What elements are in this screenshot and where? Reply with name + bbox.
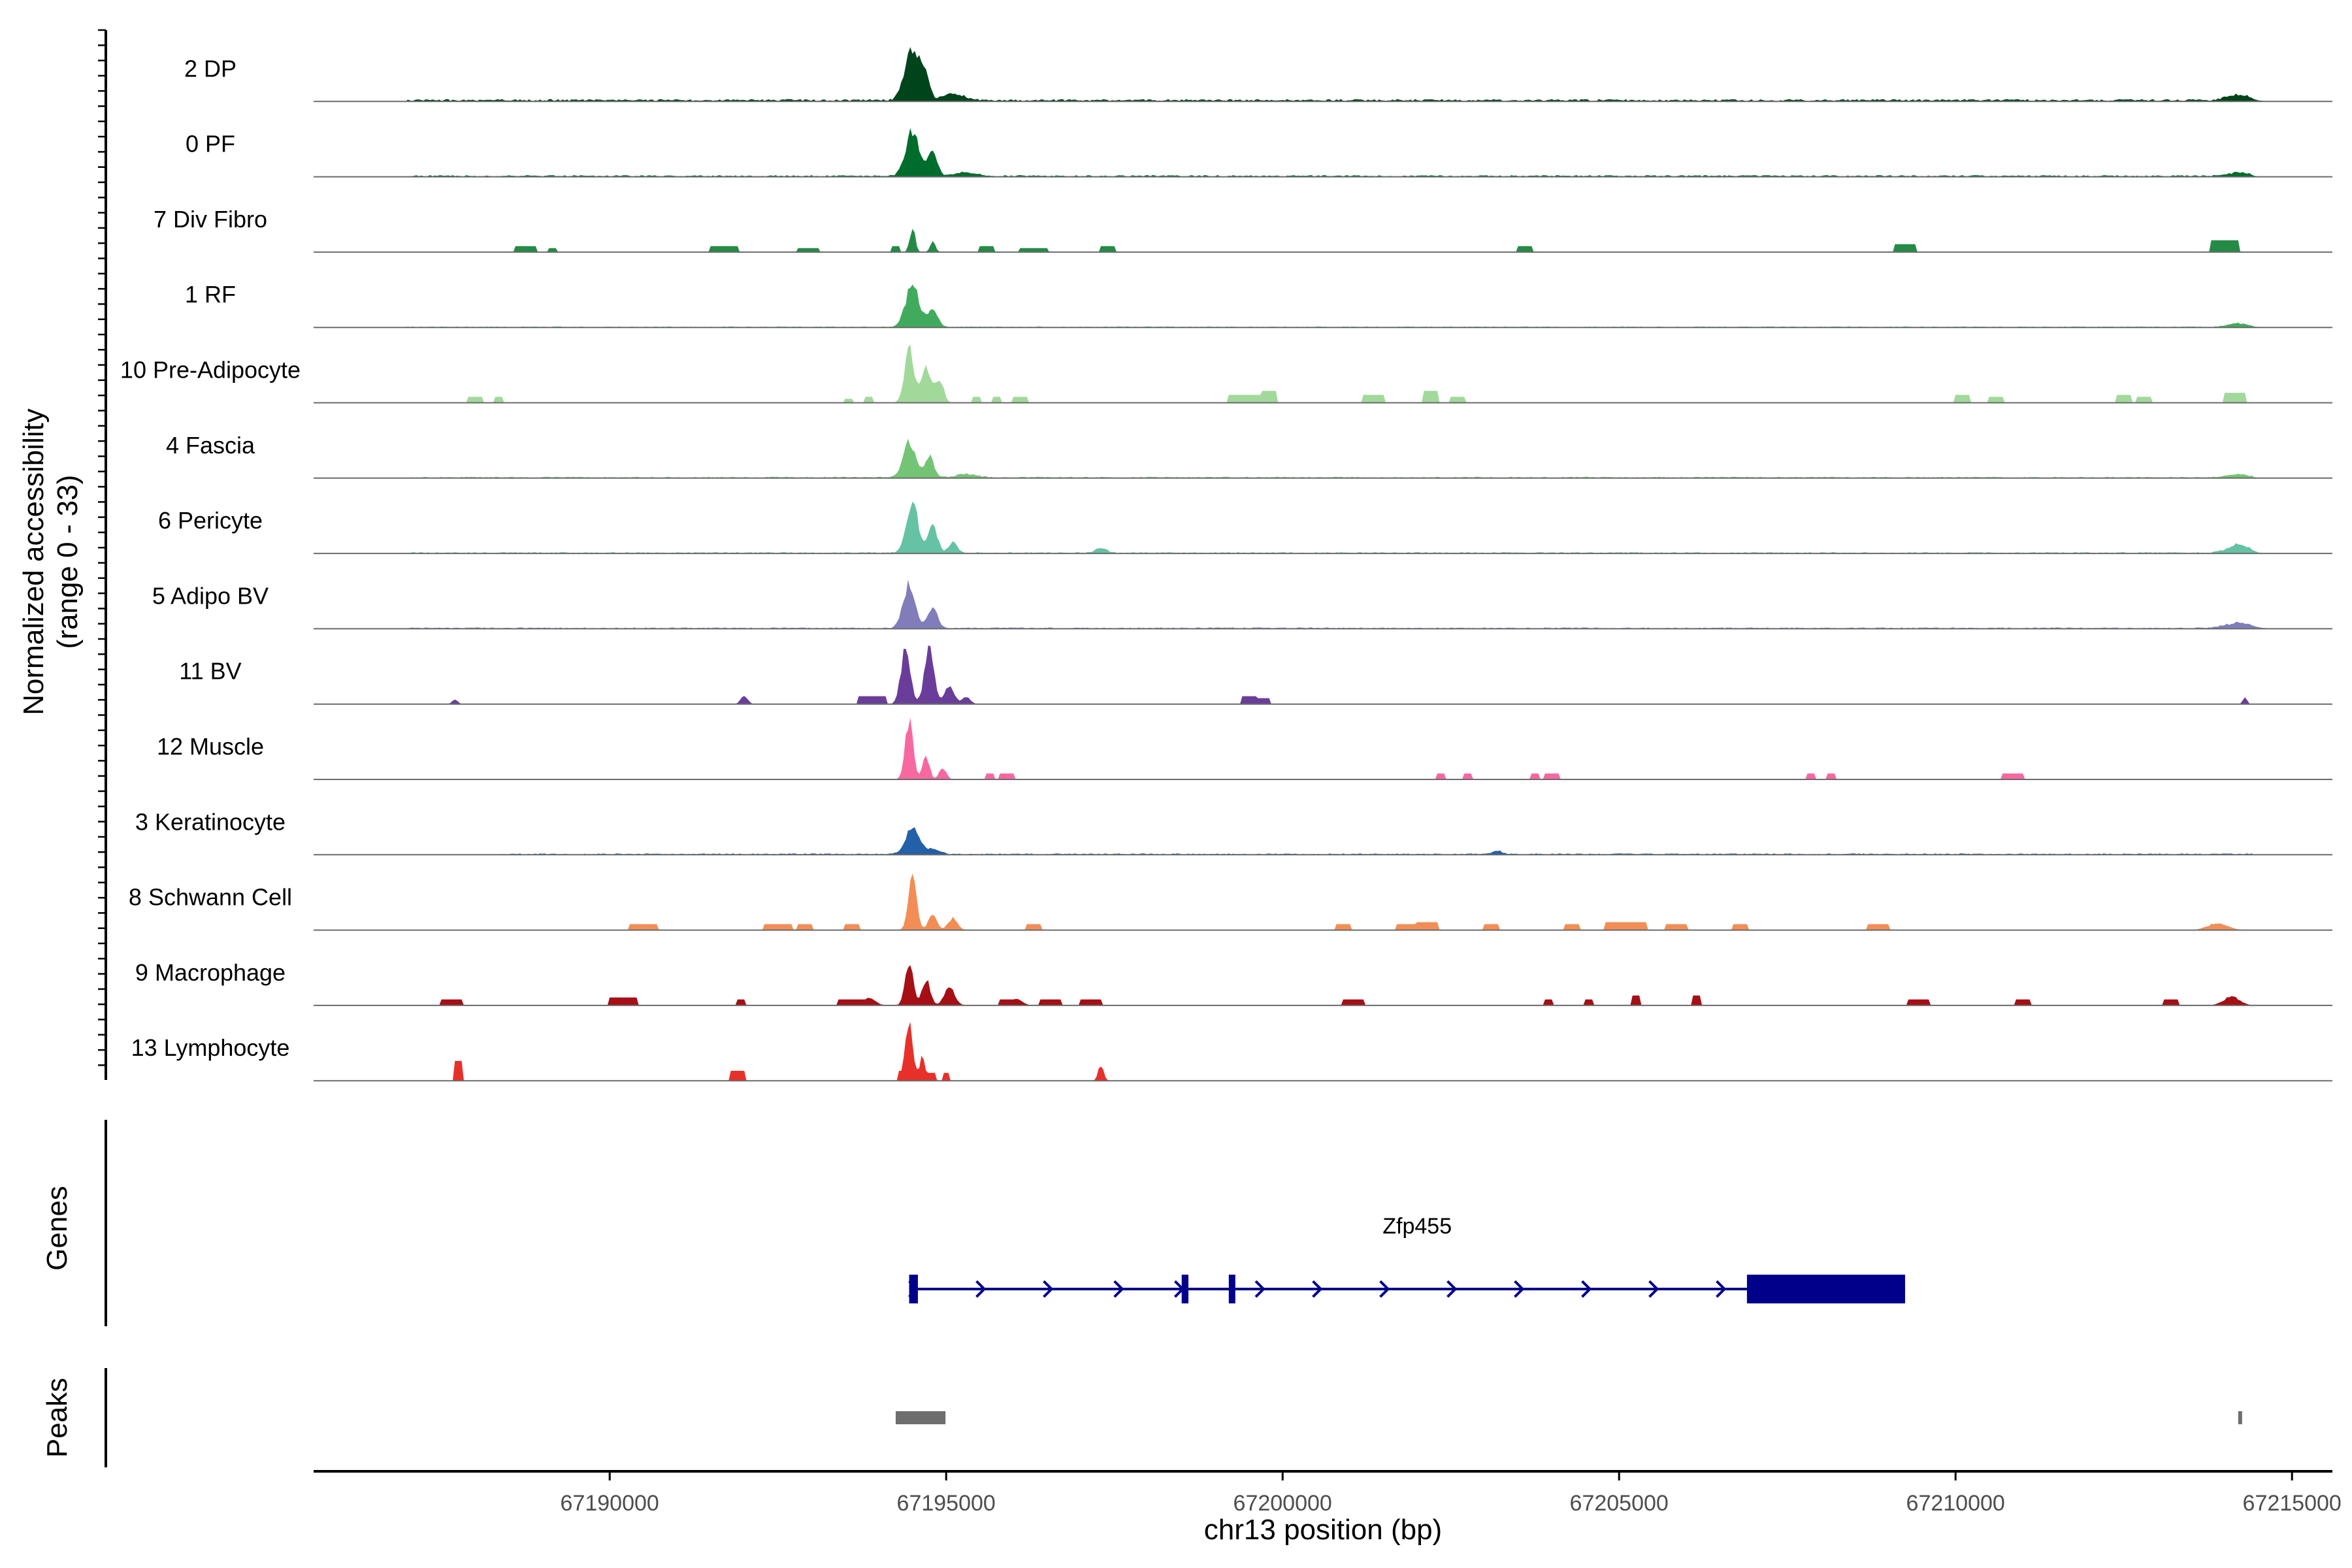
track-label: 8 Schwann Cell xyxy=(129,884,292,911)
strand-arrow xyxy=(1254,1280,1266,1298)
genes-track-label: Genes xyxy=(41,1186,73,1271)
strand-arrow xyxy=(1043,1280,1054,1298)
track-12-muscle: 12 Muscle xyxy=(157,717,2332,780)
gene-exon xyxy=(1746,1275,1905,1303)
track-label: 3 Keratinocyte xyxy=(135,808,286,835)
y-axis-label: Normalized accessibility xyxy=(18,408,50,715)
track-label: 7 Div Fibro xyxy=(154,206,267,233)
x-tick-label: 67195000 xyxy=(897,1491,996,1516)
coverage-area xyxy=(314,344,2332,403)
track-8-schwann-cell: 8 Schwann Cell xyxy=(129,874,2332,931)
track-13-lymphocyte: 13 Lymphocyte xyxy=(131,1022,2332,1082)
coverage-area xyxy=(314,717,2332,779)
track-6-pericyte: 6 Pericyte xyxy=(158,501,2332,555)
track-11-bv: 11 BV xyxy=(179,645,2332,705)
strand-arrow xyxy=(1514,1280,1525,1298)
y-axis xyxy=(98,29,107,1080)
x-tick-label: 67205000 xyxy=(1570,1491,1669,1516)
track-0-pf: 0 PF xyxy=(186,127,2332,178)
track-3-keratinocyte: 3 Keratinocyte xyxy=(135,808,2332,856)
track-9-macrophage: 9 Macrophage xyxy=(135,959,2332,1006)
genes-track: Zfp455 xyxy=(908,1214,1905,1303)
strand-arrow xyxy=(1446,1280,1458,1298)
strand-arrow xyxy=(975,1280,987,1298)
peak-region xyxy=(895,1411,946,1424)
track-label: 6 Pericyte xyxy=(158,507,263,534)
coverage-area xyxy=(314,580,2332,629)
coverage-tracks: 2 DP 0 PF 7 Div Fibro 1 RF 10 Pre-Adipocyte 4… xyxy=(120,47,2332,1082)
coverage-area xyxy=(314,645,2332,704)
peak-region xyxy=(2238,1411,2242,1424)
coverage-area xyxy=(314,47,2332,102)
track-2-dp: 2 DP xyxy=(184,47,2332,103)
track-label: 1 RF xyxy=(185,281,236,308)
track-label: 13 Lymphocyte xyxy=(131,1034,290,1061)
track-5-adipo-bv: 5 Adipo BV xyxy=(152,580,2332,630)
coverage-area xyxy=(314,127,2332,177)
strand-arrow xyxy=(1113,1280,1124,1298)
track-10-pre-adipocyte: 10 Pre-Adipocyte xyxy=(120,344,2332,404)
strand-arrow xyxy=(1581,1280,1592,1298)
track-label: 0 PF xyxy=(186,131,235,157)
coverage-area xyxy=(314,827,2332,855)
strand-arrow xyxy=(1312,1280,1323,1298)
track-1-rf: 1 RF xyxy=(185,281,2332,329)
x-axis: 67190000 67195000 67200000 67205000 67210000… xyxy=(314,1470,2342,1516)
coverage-area xyxy=(314,501,2332,554)
coverage-area xyxy=(314,229,2332,252)
strand-arrow xyxy=(1648,1280,1659,1298)
track-label: 11 BV xyxy=(179,658,241,685)
gene-exon xyxy=(1228,1275,1235,1303)
y-axis-range-label: (range 0 - 33) xyxy=(52,475,84,649)
track-7-div-fibro: 7 Div Fibro xyxy=(154,206,2332,253)
strand-arrow xyxy=(1716,1280,1727,1298)
peaks-track xyxy=(895,1411,2242,1424)
x-axis-label: chr13 position (bp) xyxy=(1204,1514,1442,1546)
coverage-area xyxy=(314,874,2332,930)
x-tick-label: 67190000 xyxy=(561,1491,659,1516)
coverage-area xyxy=(314,438,2332,478)
x-tick-label: 67215000 xyxy=(2243,1491,2342,1516)
gene-exon xyxy=(909,1275,918,1303)
x-tick-label: 67200000 xyxy=(1233,1491,1332,1516)
gene-exon xyxy=(1181,1275,1188,1303)
track-4-fascia: 4 Fascia xyxy=(166,432,2332,479)
track-label: 12 Muscle xyxy=(157,733,264,760)
gene-name-label: Zfp455 xyxy=(1382,1214,1452,1239)
peaks-track-label: Peaks xyxy=(41,1378,73,1458)
x-tick-label: 67210000 xyxy=(1906,1491,2005,1516)
coverage-area xyxy=(314,1022,2332,1081)
coverage-area xyxy=(314,965,2332,1005)
track-label: 9 Macrophage xyxy=(135,959,286,986)
track-label: 2 DP xyxy=(184,55,237,82)
coverage-area xyxy=(314,284,2332,328)
track-label: 5 Adipo BV xyxy=(152,582,269,609)
track-label: 10 Pre-Adipocyte xyxy=(120,357,301,384)
track-label: 4 Fascia xyxy=(166,432,255,459)
strand-arrow xyxy=(1379,1280,1390,1298)
